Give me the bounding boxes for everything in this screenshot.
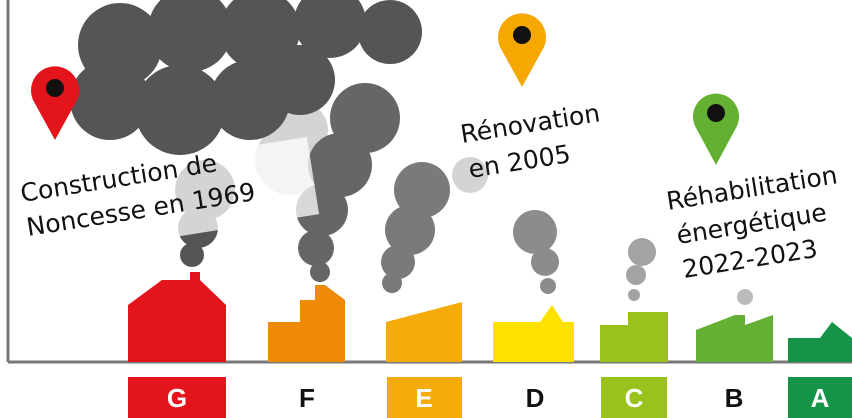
annotation-line: en 2005 [466,139,572,184]
smoke-c [626,238,656,301]
smoke-e [381,162,450,293]
smoke-d [513,210,559,294]
smoke-b [737,289,753,305]
annotation-line: Rénovation [458,98,602,149]
class-label: D [526,383,545,413]
class-label: F [299,383,315,413]
infographic: G F E D C B A Construction de Noncesse e… [0,0,852,418]
class-label: C [625,383,644,413]
class-label: A [811,383,830,413]
class-boxes [128,377,852,418]
houses [128,272,852,362]
class-label: E [415,383,432,413]
class-label: G [167,383,187,413]
class-label: B [725,383,744,413]
